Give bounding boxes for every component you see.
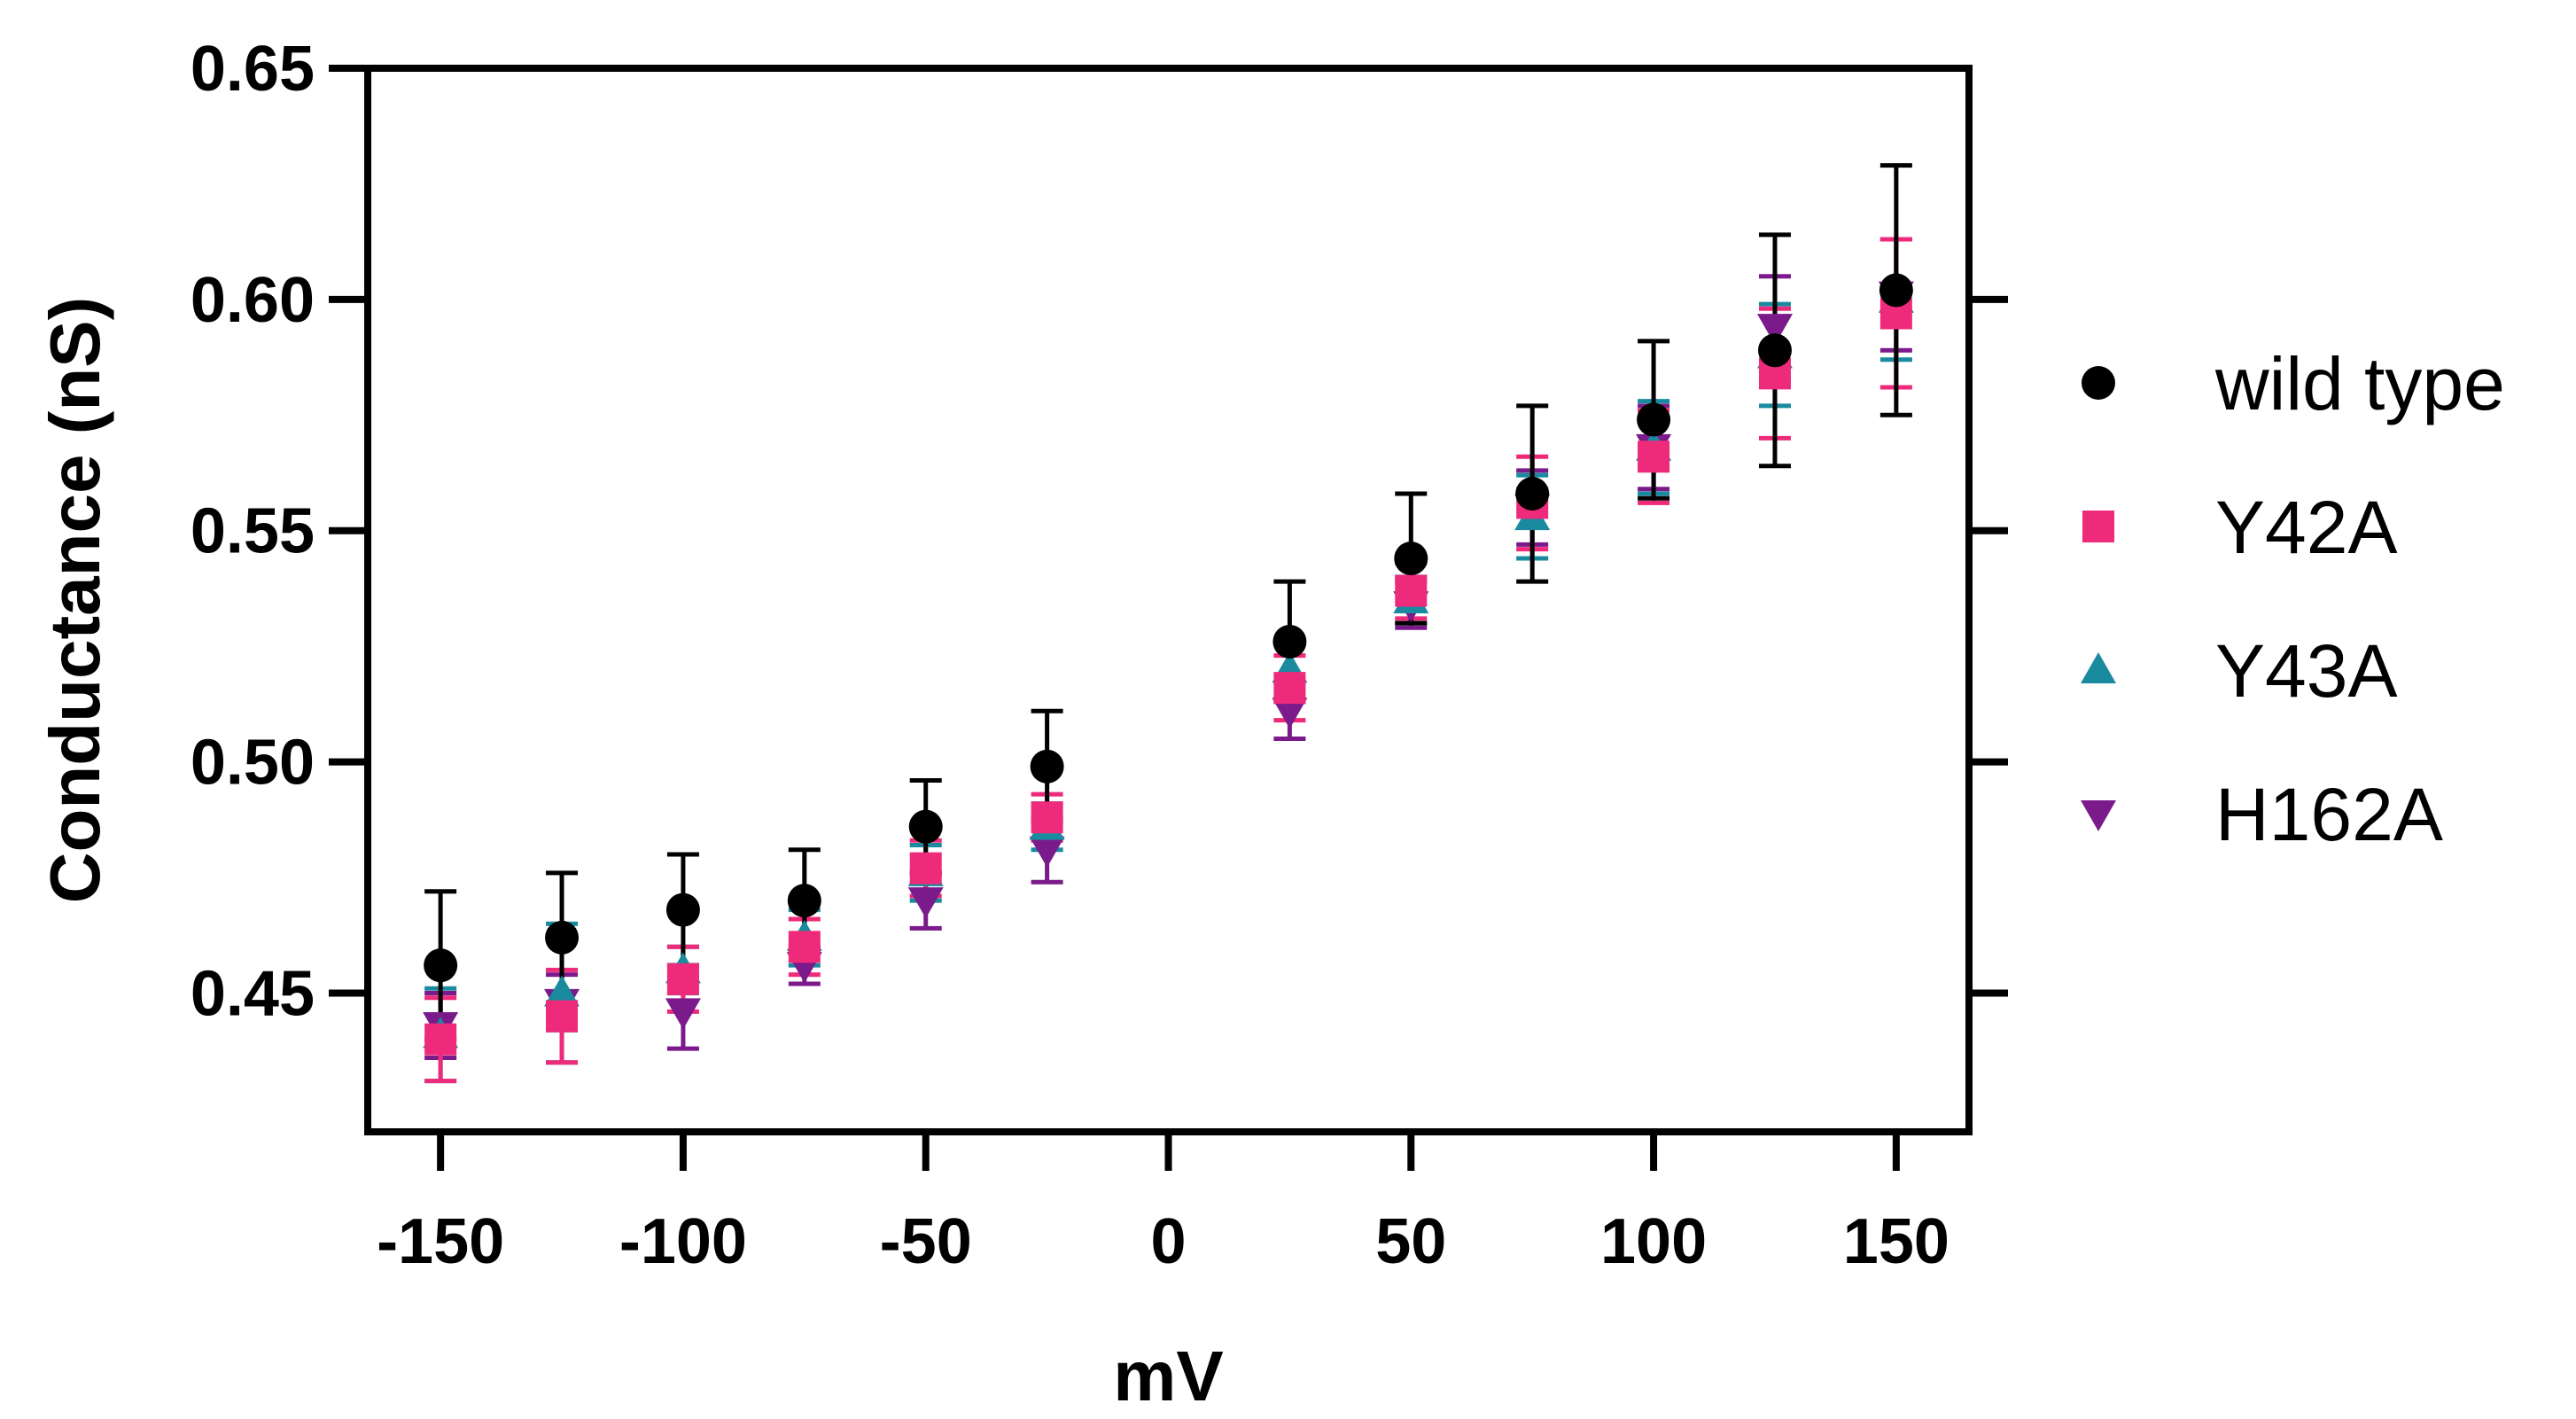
data-point <box>424 1023 457 1056</box>
x-axis-ticks: -150 -100 -50 0 50 100 150 <box>377 1132 1950 1277</box>
x-tick-label: -150 <box>377 1206 504 1277</box>
data-point <box>545 920 580 955</box>
y-axis-title: Conductance (nS) <box>35 297 114 903</box>
x-tick-label: -50 <box>880 1206 972 1277</box>
data-point <box>1272 698 1308 729</box>
data-point <box>1638 441 1670 473</box>
x-tick-label: 50 <box>1375 1206 1446 1277</box>
data-point <box>1757 333 1792 368</box>
data-point <box>665 893 700 927</box>
x-axis-title: mV <box>1113 1337 1224 1415</box>
right-axis-ticks <box>1969 295 2008 997</box>
legend-label: H162A <box>2215 773 2443 856</box>
data-point <box>1515 477 1550 511</box>
data-point <box>909 852 942 885</box>
data-point <box>1272 624 1307 659</box>
legend-marker <box>2081 800 2116 831</box>
legend-marker <box>2082 366 2115 400</box>
data-point <box>908 809 943 844</box>
data-point <box>788 931 821 963</box>
data-point <box>1879 273 1913 308</box>
legend: wild type Y42A Y43A H162A <box>2081 342 2505 856</box>
y-tick-label: 0.50 <box>191 728 315 799</box>
data-point <box>665 998 701 1030</box>
y-tick-label: 0.45 <box>191 958 315 1029</box>
y-tick-label: 0.60 <box>191 265 315 336</box>
data-point <box>1395 574 1428 607</box>
x-tick-label: 0 <box>1150 1206 1186 1277</box>
data-point <box>1637 402 1671 437</box>
y-tick-label: 0.65 <box>191 34 315 105</box>
data-point <box>1273 672 1306 705</box>
data-point <box>1029 836 1065 868</box>
data-point <box>424 948 458 983</box>
y-axis-ticks: 0.45 0.50 0.55 0.60 0.65 <box>191 34 368 1029</box>
legend-marker <box>2082 511 2114 542</box>
data-point <box>1031 801 1063 834</box>
data-point <box>787 884 821 918</box>
legend-label: Y42A <box>2215 486 2398 569</box>
plot-area-frame <box>364 65 1973 1135</box>
data-markers <box>423 273 1914 1056</box>
legend-label: wild type <box>2214 342 2505 425</box>
data-point <box>1756 314 1793 346</box>
x-tick-label: -100 <box>619 1206 747 1277</box>
data-point <box>1030 749 1064 784</box>
error-bars <box>424 163 1912 1084</box>
data-point <box>1394 542 1428 576</box>
x-tick-label: 100 <box>1600 1206 1707 1277</box>
data-point <box>546 1000 579 1033</box>
x-tick-label: 150 <box>1843 1206 1950 1277</box>
data-point <box>544 975 580 1007</box>
data-point <box>666 963 699 995</box>
legend-marker <box>2081 652 2116 683</box>
legend-label: Y43A <box>2215 629 2398 713</box>
data-point <box>907 887 944 919</box>
y-tick-label: 0.55 <box>191 496 315 567</box>
